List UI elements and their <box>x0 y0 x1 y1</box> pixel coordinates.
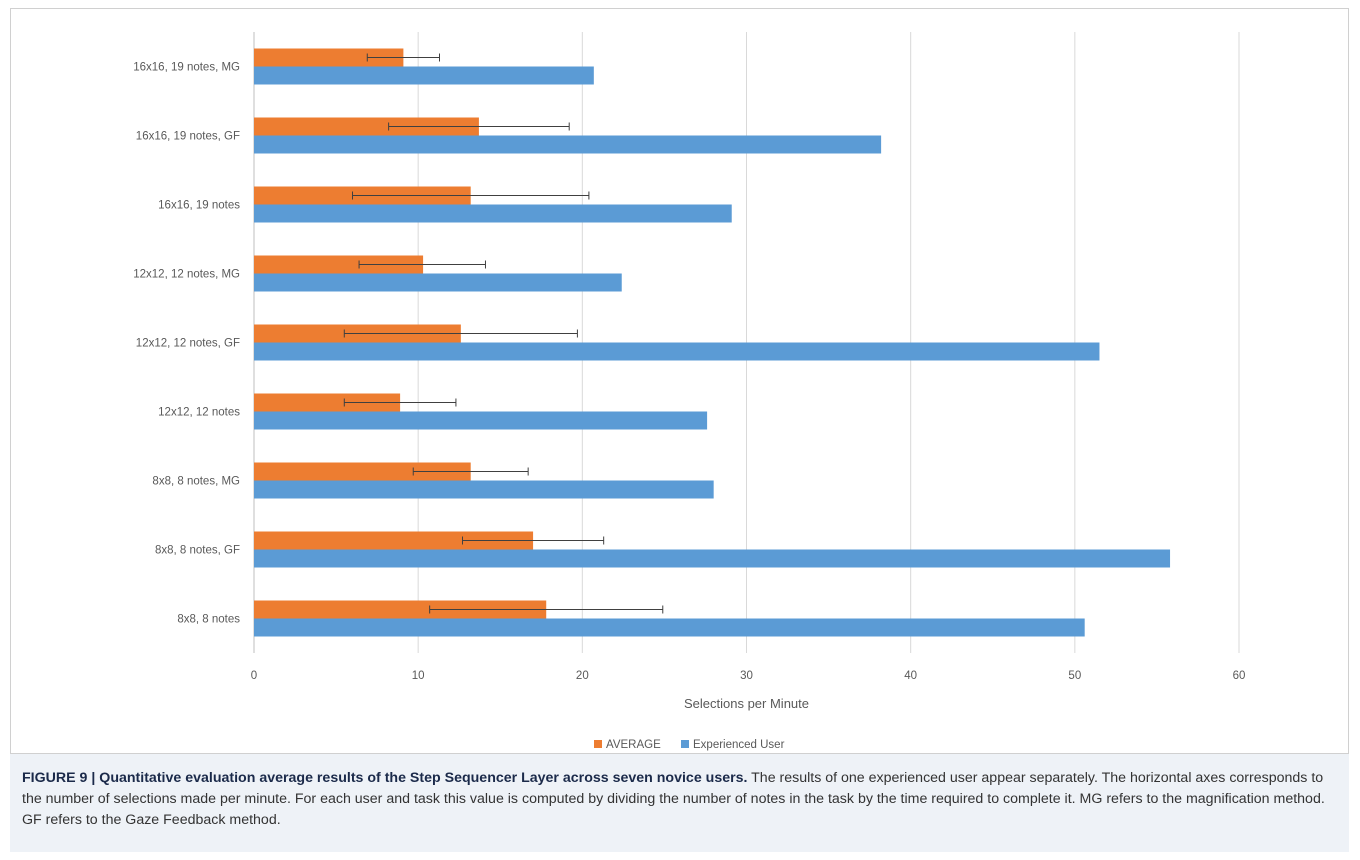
x-axis-title: Selections per Minute <box>684 696 809 711</box>
y-tick-label-8: 8x8, 8 notes <box>177 614 240 626</box>
x-tick-label-30: 30 <box>740 670 753 682</box>
x-tick-label-40: 40 <box>904 670 917 682</box>
bar-experienced-2 <box>254 204 732 223</box>
y-tick-label-2: 16x16, 19 notes <box>158 200 240 212</box>
x-tick-label-20: 20 <box>576 670 589 682</box>
y-tick-label-6: 8x8, 8 notes, MG <box>152 476 240 488</box>
y-tick-label-5: 12x12, 12 notes <box>158 407 240 419</box>
legend-swatch-average <box>594 740 602 748</box>
x-tick-label-60: 60 <box>1233 670 1246 682</box>
y-tick-label-1: 16x16, 19 notes, GF <box>136 131 240 143</box>
x-tick-label-0: 0 <box>251 670 257 682</box>
y-tick-label-7: 8x8, 8 notes, GF <box>155 545 240 557</box>
bar-experienced-3 <box>254 273 622 292</box>
bar-experienced-6 <box>254 480 714 499</box>
bar-experienced-4 <box>254 342 1100 361</box>
bar-average-8 <box>254 600 547 619</box>
y-tick-label-0: 16x16, 19 notes, MG <box>133 62 240 74</box>
bar-average-1 <box>254 117 479 136</box>
bar-average-7 <box>254 531 534 550</box>
bar-average-5 <box>254 393 401 412</box>
caption-body: The results of one experienced user appe… <box>22 770 1325 828</box>
figure-caption: FIGURE 9 | Quantitative evaluation avera… <box>10 754 1349 852</box>
x-tick-label-50: 50 <box>1068 670 1081 682</box>
y-tick-label-4: 12x12, 12 notes, GF <box>136 338 240 350</box>
bar-average-3 <box>254 255 424 274</box>
bar-experienced-5 <box>254 411 708 430</box>
chart-frame: 0 10 20 30 40 50 60 16x16, 19 notes, MG 16x16, 1… <box>10 8 1349 754</box>
legend-swatch-experienced <box>681 740 689 748</box>
bar-experienced-1 <box>254 135 882 154</box>
y-tick-label-3: 12x12, 12 notes, MG <box>133 269 240 281</box>
bar-average-6 <box>254 462 471 481</box>
bar-chart: 0 10 20 30 40 50 60 16x16, 19 notes, MG 16x16, 1… <box>133 32 1246 751</box>
legend-label-average: AVERAGE <box>606 739 661 751</box>
x-tick-label-10: 10 <box>412 670 425 682</box>
legend-label-experienced: Experienced User <box>693 739 785 751</box>
bar-experienced-7 <box>254 549 1171 568</box>
bar-experienced-8 <box>254 618 1085 637</box>
bar-average-0 <box>254 48 404 67</box>
bar-experienced-0 <box>254 66 594 85</box>
caption-title: FIGURE 9 | Quantitative evaluation avera… <box>22 770 748 786</box>
